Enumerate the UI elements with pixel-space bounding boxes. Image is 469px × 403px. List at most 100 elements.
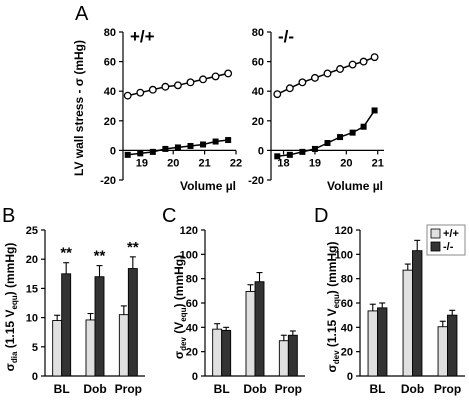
y-tick-label: 100 [180, 249, 198, 261]
y-tick-label: 0 [258, 145, 264, 157]
x-tick-label: 21 [372, 157, 384, 169]
filled-square-point [360, 123, 367, 130]
bar-knockout [221, 329, 232, 377]
bar-knockout [447, 314, 458, 377]
y-tick-label: 80 [104, 27, 116, 39]
legend-label-knockout: -/- [443, 241, 454, 253]
x-tick-label: 19 [309, 157, 321, 169]
category-label: Dob [243, 382, 266, 396]
panel-d-y-axis-title: σdev (1.15 Vequ) (mmHg) [325, 242, 341, 373]
filled-square-point [162, 145, 169, 152]
filled-square-point [274, 153, 281, 160]
open-circle-point [323, 69, 332, 78]
x-tick-label: 20 [340, 157, 352, 169]
y-tick-label: 20 [186, 347, 198, 359]
y-tick-label: 80 [252, 27, 264, 39]
bar-wildtype [245, 290, 256, 377]
panel-a-knockout-x-axis-title: Volume µl [327, 179, 383, 193]
panel-d: D σdev (1.15 Vequ) (mmHg) +/+ -/- 0 20 40 6… [314, 205, 466, 396]
panel-a-knockout-plot: -/- Volume µl -20 0 20 40 60 80 18 19 20 21 [248, 27, 384, 193]
filled-square-point [225, 137, 232, 144]
open-circle-point [273, 90, 282, 99]
y-tick-label: 10 [26, 313, 38, 325]
open-circle-point [370, 53, 379, 62]
category-label: Dob [401, 382, 424, 396]
significance-annotation: ** [94, 248, 106, 265]
x-tick-label: 18 [277, 157, 289, 169]
y-tick-label: 120 [180, 225, 198, 237]
open-circle-point [348, 60, 357, 69]
y-tick-label: 20 [252, 116, 264, 128]
filled-square-point [149, 148, 156, 155]
open-circle-point [123, 91, 132, 100]
bar-wildtype [402, 269, 413, 377]
panel-a-knockout-series-2-line [277, 109, 376, 158]
open-circle-point [298, 78, 307, 87]
y-tick-label: 0 [32, 371, 38, 383]
bar-knockout [127, 268, 138, 377]
y-tick-label: 60 [341, 298, 353, 310]
category-label: Dob [83, 382, 106, 396]
filled-square-point [299, 148, 306, 155]
y-tick-label: -20 [248, 175, 264, 187]
filled-square-point [324, 140, 331, 146]
y-tick-label: 15 [26, 283, 38, 295]
filled-square-point [187, 142, 194, 149]
legend-swatch-knockout [430, 241, 441, 252]
panel-b: B σdia (1.15 Vequ) (mmHg) 0 5 10 15 20 25 BL **… [2, 205, 145, 396]
open-circle-point [199, 75, 207, 84]
category-label: Prop [275, 382, 302, 396]
filled-square-point [124, 151, 131, 158]
open-circle-point [336, 65, 345, 73]
panel-a-wildtype-plot: +/+ Volume µl -20 0 20 40 60 80 19 20 21 22 [100, 27, 242, 193]
y-tick-label: 0 [192, 371, 198, 383]
category-label: BL [54, 382, 70, 396]
category-label: BL [370, 382, 386, 396]
panel-a-knockout-title: -/- [278, 27, 294, 46]
filled-square-point [371, 107, 378, 114]
legend-swatch-wildtype [430, 228, 441, 239]
y-tick-label: 20 [104, 116, 116, 128]
open-circle-point [136, 88, 145, 97]
y-tick-label: 20 [341, 347, 353, 359]
y-tick-label: 0 [110, 145, 116, 157]
open-circle-point [173, 81, 182, 90]
panel-d-legend: +/+ -/- [426, 224, 466, 256]
y-tick-label: 120 [335, 225, 353, 237]
bar-wildtype [367, 310, 378, 377]
open-circle-point [211, 72, 220, 81]
y-tick-label: 40 [252, 86, 264, 98]
bar-knockout [61, 273, 72, 377]
panel-letter-a: A [75, 3, 89, 25]
y-tick-label: 0 [347, 371, 353, 383]
panel-a-y-axis-title: LV wall stress - σ (mHg) [72, 40, 86, 176]
y-tick-label: 100 [335, 249, 353, 261]
bar-knockout [377, 307, 388, 377]
filled-square-point [137, 150, 144, 157]
legend-label-wildtype: +/+ [443, 228, 459, 240]
open-circle-point [186, 78, 195, 87]
bar-knockout [412, 250, 423, 377]
filled-square-point [174, 144, 181, 151]
filled-square-point [337, 134, 344, 141]
bar-wildtype [85, 319, 96, 377]
bar-wildtype [52, 320, 63, 377]
panel-c: C σdev (Vequ) (mmHg) 0 20 40 60 80 100 120 BL Do… [162, 205, 305, 396]
y-tick-label: 25 [26, 225, 38, 237]
open-circle-point [310, 73, 319, 82]
filled-square-point [311, 145, 318, 152]
bar-wildtype [212, 328, 223, 377]
category-label: BL [214, 382, 230, 396]
open-circle-point [148, 85, 157, 94]
x-tick-label: 22 [230, 157, 242, 169]
bar-wildtype [437, 326, 448, 377]
filled-square-point [212, 138, 219, 145]
bar-knockout [287, 334, 298, 377]
category-label: Prop [434, 382, 461, 396]
panel-letter-b: B [2, 205, 15, 227]
y-tick-label: 40 [341, 322, 353, 334]
y-tick-label: 60 [252, 57, 264, 69]
significance-annotation: ** [127, 239, 139, 256]
x-tick-label: 19 [136, 157, 148, 169]
